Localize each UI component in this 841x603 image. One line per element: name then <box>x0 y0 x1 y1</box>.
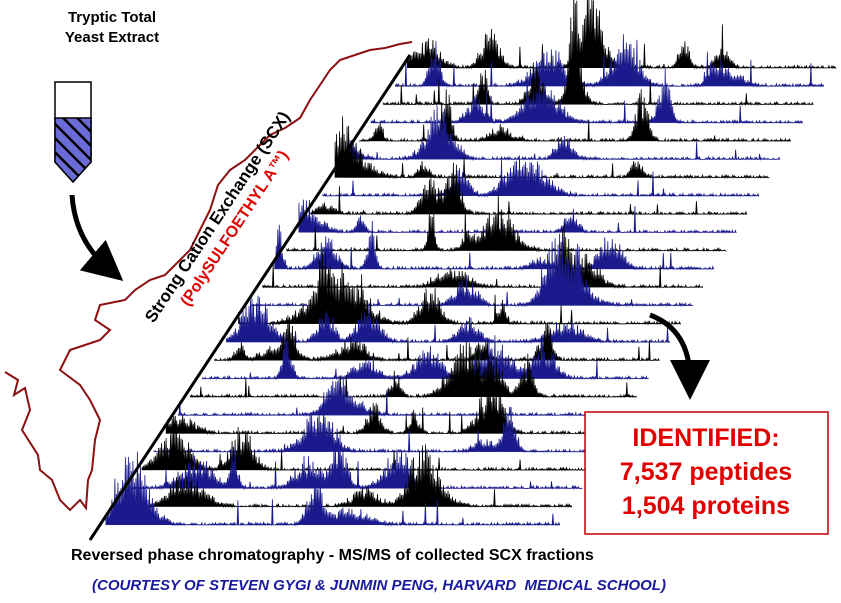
chromatogram <box>153 406 604 454</box>
chromatogram <box>165 377 617 436</box>
chromatogram <box>346 105 781 161</box>
chromatogram <box>382 0 814 107</box>
chromatogram <box>117 444 573 509</box>
sample-label: Tryptic Total <box>68 9 156 26</box>
scx-label: Strong Cation Exchange (SCX) <box>141 108 294 326</box>
chromatogram <box>201 334 649 381</box>
credit: (COURTESY OF STEVEN GYGI & JUNMIN PENG, … <box>92 577 666 594</box>
chromatogram <box>286 193 727 253</box>
chromatogram <box>226 295 671 344</box>
result-heading: IDENTIFIED: <box>632 424 779 452</box>
chromatogram <box>322 155 760 198</box>
chromatogram <box>310 162 748 216</box>
chromatogram <box>262 224 704 289</box>
result-box <box>584 411 829 535</box>
chromatogram <box>189 341 637 399</box>
result-peptides: 7,537 peptides <box>620 458 792 486</box>
chromatograms <box>105 0 837 527</box>
chromatogram <box>334 116 770 180</box>
chromatogram <box>105 451 560 527</box>
chromatogram <box>177 378 627 417</box>
result-proteins: 1,504 proteins <box>622 492 790 520</box>
arrow <box>69 194 124 281</box>
chromatogram <box>129 434 583 491</box>
arrow <box>649 312 710 400</box>
tube-fill <box>54 117 92 184</box>
caption: Reversed phase chromatography - MS/MS of… <box>71 547 594 564</box>
chromatogram <box>394 34 824 88</box>
chromatogram <box>274 220 714 271</box>
chromatogram <box>298 199 737 235</box>
sample-label: Yeast Extract <box>65 29 159 46</box>
chromatogram <box>238 250 681 326</box>
chromatogram <box>141 425 593 472</box>
fraction-axis <box>88 54 412 541</box>
scx-trace <box>4 41 413 512</box>
